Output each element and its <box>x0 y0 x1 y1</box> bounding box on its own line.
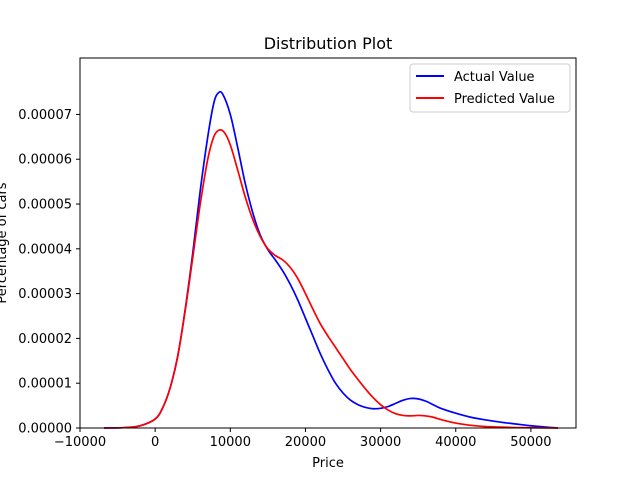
y-axis: 0.00000 0.00001 0.00002 0.00003 0.00004 0.000… <box>18 108 80 437</box>
legend-label-predicted: Predicted Value <box>454 92 555 107</box>
plot-area <box>79 57 577 429</box>
y-tick-label: 0.00004 <box>18 242 72 257</box>
y-tick-label: 0.00003 <box>18 287 72 302</box>
x-tick-label: 50000 <box>510 435 551 450</box>
legend: Actual Value Predicted Value <box>409 63 571 113</box>
x-tick-label: 10000 <box>210 435 251 450</box>
y-tick-label: 0.00001 <box>18 377 72 392</box>
x-axis-label: Price <box>312 456 344 471</box>
y-tick-label: 0.00000 <box>18 422 72 437</box>
plot-frame <box>79 57 577 429</box>
x-tick-label: 0 <box>151 435 159 450</box>
series-line-actual-value <box>104 90 559 429</box>
legend-box <box>409 63 571 113</box>
y-tick-label: 0.00005 <box>18 198 72 213</box>
legend-label-actual: Actual Value <box>454 70 535 85</box>
y-axis-label: Percentage of cars <box>0 182 10 303</box>
x-tick-label: 30000 <box>360 435 401 450</box>
series-layer <box>104 90 559 429</box>
y-tick-label: 0.00006 <box>18 153 72 168</box>
y-tick-label: 0.00002 <box>18 332 72 347</box>
x-tick-label: 40000 <box>435 435 476 450</box>
y-tick-label: 0.00007 <box>18 108 72 123</box>
chart-title: Distribution Plot <box>264 34 393 53</box>
x-tick-label: 20000 <box>285 435 326 450</box>
x-tick-label: −10000 <box>54 435 106 450</box>
x-axis: −10000 0 10000 20000 30000 40000 50000 <box>54 428 552 450</box>
series-line-predicted-value <box>104 128 558 429</box>
